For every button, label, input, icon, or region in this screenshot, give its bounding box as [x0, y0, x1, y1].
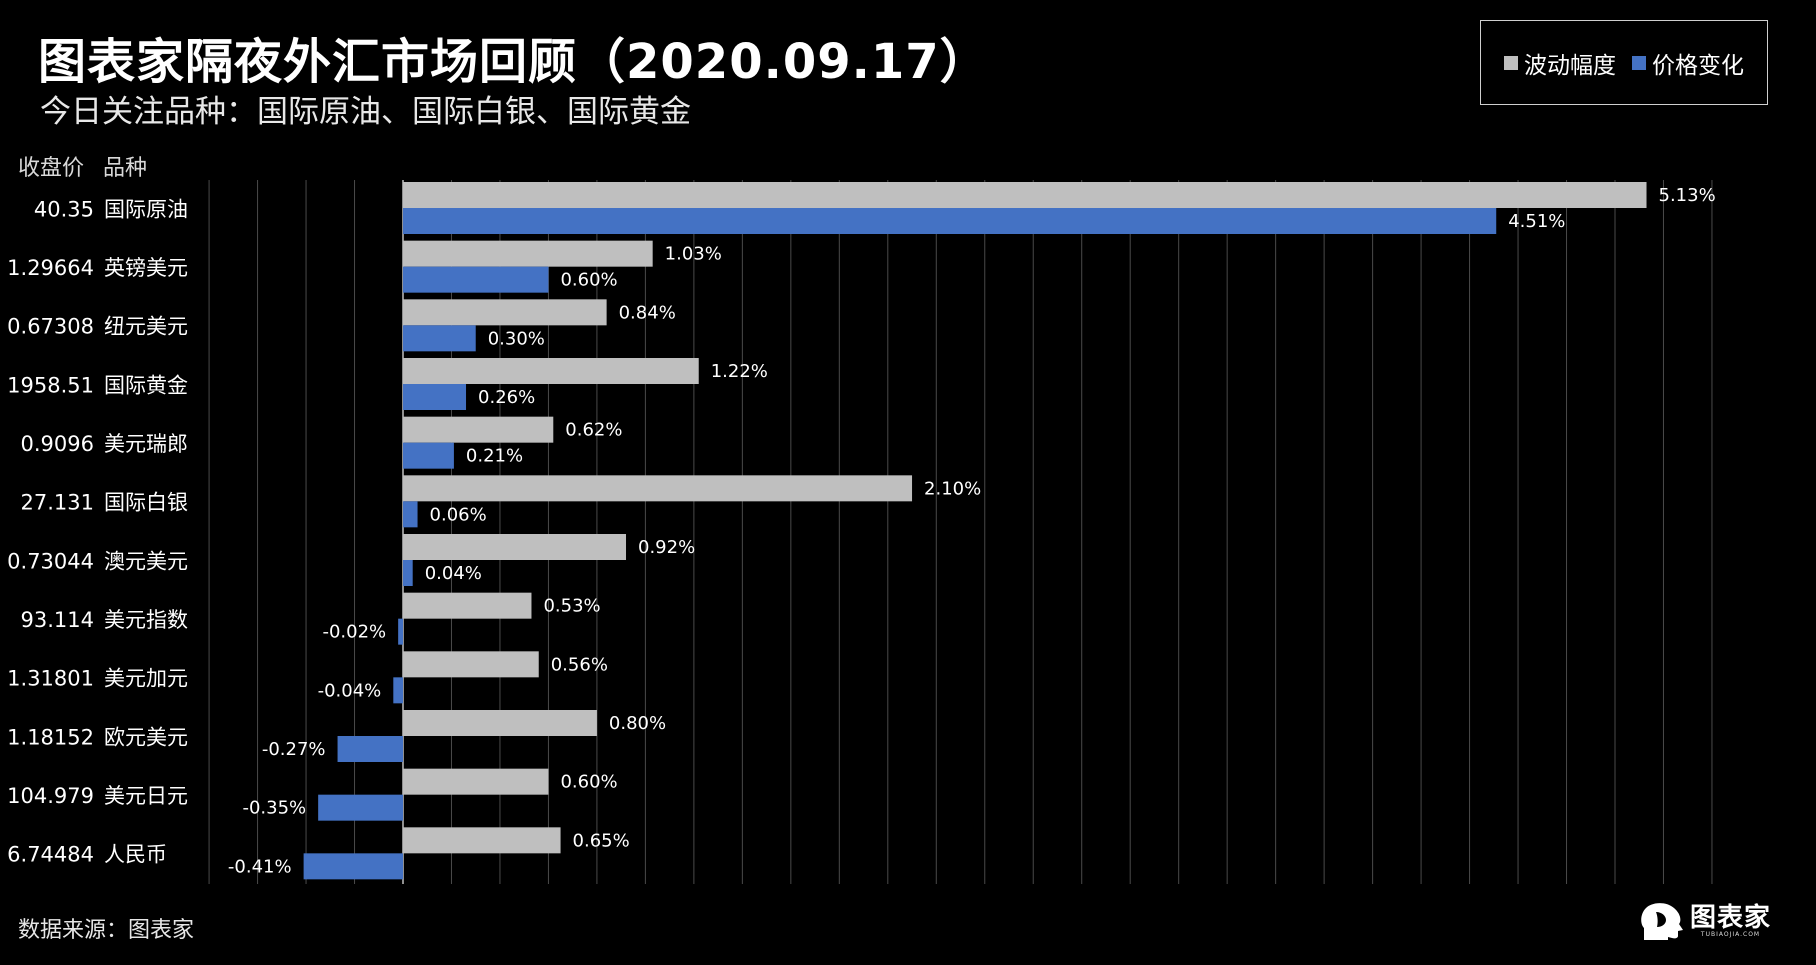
volatility-bar	[403, 358, 699, 384]
instrument-label: 纽元美元	[104, 315, 188, 339]
price-change-value-label: 0.04%	[425, 563, 482, 584]
volatility-bar	[403, 827, 561, 854]
volatility-bar	[403, 710, 597, 736]
volatility-bar	[403, 299, 607, 326]
close-price-label: 1958.51	[7, 373, 94, 397]
volatility-bar	[403, 416, 554, 443]
volatility-bar	[403, 475, 913, 502]
volatility-value-label: 5.13%	[1659, 185, 1716, 206]
legend-swatch-volatility	[1504, 55, 1518, 70]
volatility-value-label: 0.65%	[573, 830, 630, 851]
header-instrument: 品种	[103, 156, 148, 181]
price-change-value-label: 0.60%	[560, 270, 617, 291]
volatility-value-label: 0.80%	[609, 713, 666, 734]
instrument-label: 人民币	[104, 843, 167, 867]
legend-label-price-change: 价格变化	[1652, 52, 1744, 79]
page-title: 图表家隔夜外汇市场回顾（2020.09.17）	[38, 34, 989, 90]
price-change-value-label: 0.06%	[430, 504, 487, 525]
volatility-bar	[403, 534, 627, 560]
volatility-bar	[403, 651, 539, 678]
instrument-label: 英镑美元	[104, 256, 188, 280]
price-change-value-label: -0.41%	[228, 856, 292, 877]
close-price-label: 0.9096	[21, 432, 94, 456]
close-price-label: 40.35	[34, 197, 94, 221]
legend-label-volatility: 波动幅度	[1524, 52, 1616, 79]
price-change-value-label: 0.26%	[478, 387, 535, 408]
price-change-value-label: 0.21%	[466, 446, 523, 467]
volatility-value-label: 0.53%	[543, 596, 600, 617]
price-change-bar	[318, 794, 403, 821]
volatility-value-label: 0.60%	[560, 772, 617, 793]
price-change-bar	[403, 442, 454, 469]
instrument-label: 国际黄金	[104, 373, 188, 397]
close-price-label: 93.114	[21, 608, 94, 632]
price-change-bar	[337, 736, 403, 762]
volatility-bar	[403, 768, 549, 795]
close-price-label: 6.74484	[7, 843, 94, 867]
instrument-label: 美元指数	[104, 608, 188, 632]
close-price-label: 1.18152	[7, 725, 94, 749]
grid-lines	[208, 180, 1713, 884]
price-change-bar	[403, 501, 418, 528]
data-source: 数据来源：图表家	[18, 918, 195, 943]
price-change-value-label: 4.51%	[1508, 211, 1565, 232]
instrument-label: 国际原油	[104, 197, 188, 221]
close-price-label: 1.29664	[7, 256, 94, 280]
volatility-value-label: 0.56%	[551, 654, 608, 675]
instrument-label: 澳元美元	[104, 549, 188, 573]
price-change-bar	[398, 618, 403, 645]
header-close-price: 收盘价	[18, 156, 85, 181]
volatility-bar	[403, 240, 653, 267]
price-change-value-label: 0.30%	[488, 328, 545, 349]
close-price-label: 0.67308	[7, 315, 94, 339]
volatility-bar	[403, 592, 532, 619]
price-change-bar	[393, 677, 403, 704]
price-change-value-label: -0.04%	[318, 680, 382, 701]
page-subtitle: 今日关注品种：国际原油、国际白银、国际黄金	[40, 94, 691, 130]
price-change-value-label: -0.27%	[262, 739, 326, 760]
price-change-value-label: -0.35%	[242, 798, 306, 819]
chart-legend: 波动幅度 价格变化	[1480, 20, 1768, 105]
close-price-label: 27.131	[21, 491, 94, 515]
close-price-label: 104.979	[7, 784, 94, 808]
brand-domain: TUBIAOJIA.COM	[1700, 930, 1761, 938]
instrument-label: 国际白银	[104, 491, 188, 515]
volatility-value-label: 0.92%	[638, 537, 695, 558]
instrument-label: 美元瑞郎	[104, 432, 188, 456]
price-change-bar	[403, 208, 1497, 234]
close-price-label: 0.73044	[7, 549, 94, 573]
volatility-bar	[403, 182, 1647, 208]
brand-name: 图表家	[1690, 902, 1772, 933]
instrument-label: 欧元美元	[104, 725, 188, 749]
volatility-value-label: 1.03%	[665, 244, 722, 265]
price-change-bar	[403, 384, 467, 410]
instrument-label: 美元日元	[104, 784, 188, 808]
legend-swatch-price-change	[1632, 55, 1646, 70]
price-change-value-label: -0.02%	[322, 622, 386, 643]
legend-item-volatility: 波动幅度	[1504, 46, 1616, 80]
volatility-value-label: 0.84%	[619, 302, 676, 323]
price-change-bar	[303, 853, 403, 880]
volatility-value-label: 1.22%	[711, 361, 768, 382]
price-change-bar	[403, 266, 549, 293]
volatility-value-label: 0.62%	[565, 420, 622, 441]
brand-logo: 图表家 TUBIAOJIA.COM	[1638, 900, 1771, 942]
price-change-bar	[403, 325, 476, 352]
close-price-label: 1.31801	[7, 667, 94, 691]
instrument-label: 美元加元	[104, 667, 188, 691]
head-silhouette-icon	[1641, 903, 1683, 940]
volatility-value-label: 2.10%	[924, 478, 981, 499]
price-change-bar	[403, 560, 413, 586]
legend-item-price-change: 价格变化	[1632, 46, 1744, 80]
